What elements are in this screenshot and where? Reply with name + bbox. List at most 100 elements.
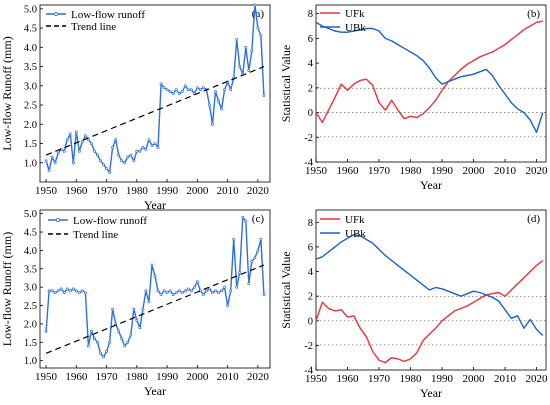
data-point: [256, 26, 260, 30]
data-point: [153, 142, 157, 145]
data-point: [62, 291, 66, 295]
panel-label: (c): [252, 213, 265, 225]
x-tick-label: 1970: [368, 165, 391, 177]
data-point: [102, 163, 106, 167]
data-point: [211, 122, 214, 126]
x-tick-label: 1960: [337, 373, 360, 385]
x-tick-label: 2010: [494, 373, 517, 385]
data-point: [165, 291, 169, 295]
data-point: [235, 38, 239, 42]
y-tick-label: 6: [308, 242, 313, 253]
x-tick-label: 2020: [526, 165, 549, 177]
data-point: [141, 307, 145, 311]
y-tick-label: 0: [308, 108, 313, 119]
data-point: [183, 84, 187, 88]
x-tick-label: 1990: [156, 371, 179, 383]
data-point: [195, 86, 199, 90]
data-point: [102, 355, 106, 359]
y-tick-label: 2.0: [24, 319, 37, 330]
data-point: [259, 237, 263, 241]
data-point: [123, 161, 127, 165]
y-axis-title: Low-flow Runoff (mm): [0, 36, 14, 150]
legend-label: Low-flow runoff: [71, 9, 145, 21]
data-point: [65, 138, 69, 142]
x-tick-label: 2010: [494, 165, 517, 177]
data-point: [195, 280, 199, 284]
y-tick-label: 8: [308, 9, 313, 20]
y-tick-label: 4: [308, 267, 314, 278]
x-tick-label: 1990: [431, 165, 454, 177]
x-tick-label: 1990: [156, 185, 179, 197]
y-tick-label: -4: [304, 366, 313, 377]
x-tick-label: 1960: [65, 371, 88, 383]
legend-label: Trend line: [73, 229, 118, 241]
data-point: [247, 282, 251, 285]
data-point: [186, 287, 190, 291]
series-line-ubk: [315, 21, 544, 134]
data-point: [138, 326, 142, 330]
y-tick-label: 2.5: [24, 101, 37, 112]
data-point: [183, 289, 187, 293]
series-line-ufk: [315, 20, 543, 124]
data-point: [253, 256, 257, 260]
y-tick-label: 1.5: [24, 338, 37, 349]
data-point: [147, 300, 151, 304]
data-point: [150, 263, 154, 267]
data-point: [50, 155, 54, 159]
legend-label: UBk: [345, 22, 366, 34]
data-point: [189, 289, 193, 293]
y-tick-label: 8: [308, 218, 313, 229]
x-tick-label: 1950: [305, 165, 328, 177]
x-tick-label: 2020: [247, 371, 270, 383]
y-tick-label: 3.0: [24, 81, 37, 92]
x-tick-label: 1950: [35, 371, 58, 383]
data-point: [80, 140, 84, 144]
x-tick-label: 2020: [247, 185, 270, 197]
panel-a: 1950 1960 1970 1980 1990 2000 2010 2020 1.0 1.5 2.…: [0, 3, 271, 212]
data-point: [204, 289, 208, 293]
data-point: [244, 219, 248, 223]
y-tick-label: 4.0: [24, 246, 37, 257]
x-axis-title: Year: [420, 178, 442, 192]
x-tick-label: 1950: [305, 373, 328, 385]
data-point: [93, 337, 96, 341]
data-point: [208, 103, 211, 107]
data-point: [114, 138, 118, 142]
series-line-ufk: [315, 259, 544, 364]
data-point: [247, 68, 251, 72]
data-point: [129, 153, 133, 157]
data-point: [198, 88, 202, 92]
series-line-ubk: [315, 233, 544, 337]
data-point: [120, 337, 124, 341]
data-point: [50, 289, 54, 293]
panel-d: 1950 1960 1970 1980 1990 2000 2010 2020 -4 -2 0 2 4 6…: [279, 209, 548, 400]
x-tick-label: 2000: [463, 165, 486, 177]
data-point: [44, 329, 48, 333]
data-point: [74, 289, 78, 293]
data-point: [117, 153, 121, 157]
plot-frame: [39, 209, 271, 369]
y-tick-label: -2: [304, 341, 313, 352]
y-tick-label: 4.5: [24, 24, 37, 35]
data-point: [141, 145, 145, 149]
x-tick-label: 1970: [96, 371, 119, 383]
y-tick-label: 1.0: [24, 158, 37, 169]
data-point: [83, 291, 87, 295]
data-point: [62, 149, 66, 153]
data-point: [214, 90, 217, 94]
data-point: [177, 92, 181, 95]
y-tick-label: 4: [308, 59, 314, 70]
data-point: [47, 289, 51, 293]
y-tick-label: 2: [308, 83, 313, 94]
x-tick-label: 1970: [368, 373, 391, 385]
data-point: [111, 145, 115, 149]
plot-frame: [39, 4, 271, 183]
data-point: [159, 82, 163, 86]
x-tick-label: 2000: [186, 371, 209, 383]
series-line-trend-line: [45, 264, 265, 354]
data-point: [180, 291, 184, 295]
data-point: [111, 307, 115, 311]
x-tick-label: 1960: [65, 185, 88, 197]
data-point: [159, 293, 163, 296]
data-point: [235, 285, 239, 289]
